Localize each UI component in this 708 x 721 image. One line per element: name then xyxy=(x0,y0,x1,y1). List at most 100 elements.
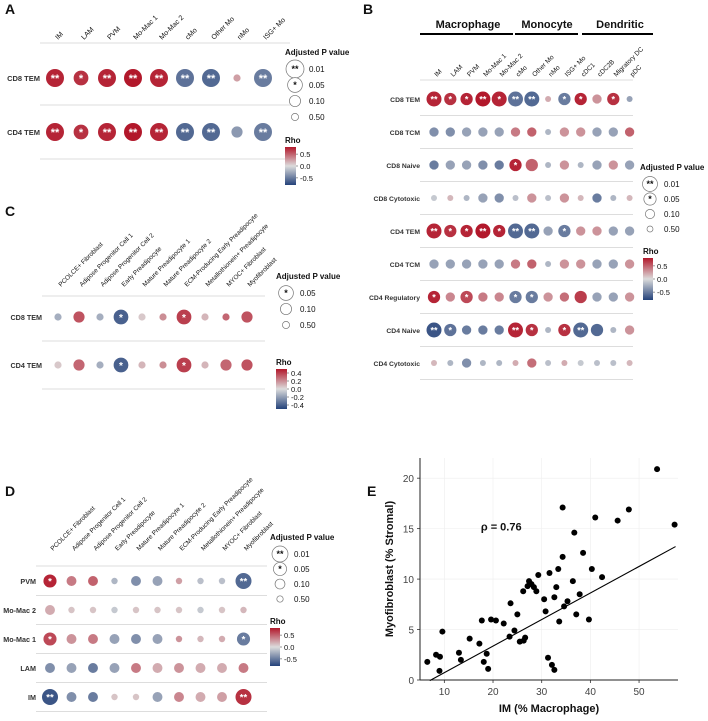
dot-5-1 xyxy=(426,223,442,239)
scatter-xtick-label: 40 xyxy=(585,687,597,698)
significance-star: ** xyxy=(528,94,536,104)
padj-legend-label: 0.50 xyxy=(309,113,325,122)
dot-1-2 xyxy=(66,576,77,586)
row-label: CD4 TEM xyxy=(10,361,42,370)
significance-star: * xyxy=(48,635,52,646)
dot-7-10 xyxy=(574,290,587,304)
padj-legend-star: ** xyxy=(276,549,284,559)
padj-legend-label: 0.01 xyxy=(309,65,325,74)
padj-legend-star: * xyxy=(284,288,288,298)
dot-4-9 xyxy=(559,193,570,203)
padj-legend-dot-010 xyxy=(274,578,286,590)
rho-colorbar-tick-label: 0.0 xyxy=(284,643,294,652)
rho-colorbar-tick-label: -0.4 xyxy=(291,401,304,410)
dot-4-4 xyxy=(109,663,120,673)
dot-8-11 xyxy=(590,323,604,337)
dot-6-10 xyxy=(576,259,586,269)
significance-star: * xyxy=(497,94,501,104)
dot-7-9 xyxy=(559,292,570,302)
padj-legend-dot-001 xyxy=(271,545,289,563)
significance-star: * xyxy=(530,292,534,302)
scatter-point-18 xyxy=(506,633,513,640)
dot-2-5 xyxy=(132,606,140,614)
scatter-point-36 xyxy=(551,594,558,601)
dot-1-9 xyxy=(222,313,230,321)
dot-8-2 xyxy=(444,323,457,337)
dot-1-12 xyxy=(607,92,620,106)
dot-9-3 xyxy=(461,358,472,368)
scatter-point-35 xyxy=(551,666,558,673)
padj-legend-dot-050 xyxy=(291,113,299,121)
row-label: CD4 TEM xyxy=(7,128,40,137)
significance-star: ** xyxy=(103,127,112,139)
scatter-xtick-label: 30 xyxy=(536,687,548,698)
row-label: CD8 TEM xyxy=(390,97,420,104)
significance-star: * xyxy=(119,361,123,372)
padj-legend-dot-050 xyxy=(276,595,284,603)
scatter-point-43 xyxy=(564,598,571,605)
dot-3-4 xyxy=(478,160,488,170)
dot-2-3 xyxy=(89,606,97,614)
dot-1-4 xyxy=(475,91,491,107)
scatter-point-17 xyxy=(507,600,514,607)
scatter-point-13 xyxy=(488,616,495,623)
dot-7-3 xyxy=(460,290,473,304)
panel-letter-d: D xyxy=(5,483,15,499)
row-label: CD4 Regulatory xyxy=(369,295,420,302)
dot-4-7 xyxy=(174,663,184,673)
scatter-point-22 xyxy=(520,588,527,595)
dot-4-5 xyxy=(494,193,504,203)
dot-2-8 xyxy=(545,129,552,135)
dot-5-9 xyxy=(217,692,227,702)
dot-8-8 xyxy=(545,327,552,333)
scatter-point-46 xyxy=(573,611,580,618)
scatter-point-38 xyxy=(555,566,562,572)
padj-legend-star: * xyxy=(293,80,297,90)
dot-3-8 xyxy=(197,635,204,643)
dot-1-10 xyxy=(574,92,587,106)
dot-1-13 xyxy=(626,96,633,102)
significance-star: ** xyxy=(51,127,60,139)
dot-2-3 xyxy=(96,361,104,369)
significance-star: * xyxy=(465,94,469,104)
dot-1-9 xyxy=(254,69,272,87)
dot-2-8 xyxy=(231,126,243,138)
group-header-macrophage: Macrophage xyxy=(436,19,501,31)
scatter-point-16 xyxy=(500,620,507,627)
scatter-point-50 xyxy=(588,566,595,572)
dot-3-1 xyxy=(429,160,439,170)
scatter-point-1 xyxy=(424,658,431,665)
scatter-point-56 xyxy=(671,521,678,528)
dot-9-6 xyxy=(512,360,519,366)
dot-3-3 xyxy=(88,634,98,644)
dot-1-7 xyxy=(175,577,183,585)
significance-star: * xyxy=(514,160,518,170)
padj-legend-star: * xyxy=(278,564,282,574)
panel-backgrounds xyxy=(36,42,678,712)
dot-3-2 xyxy=(445,160,455,170)
dot-2-2 xyxy=(68,606,75,614)
scatter-point-45 xyxy=(571,529,578,536)
dot-8-6 xyxy=(508,322,523,338)
dot-5-1 xyxy=(42,689,58,705)
dot-5-7 xyxy=(524,223,540,239)
significance-star: ** xyxy=(259,73,268,85)
significance-star: ** xyxy=(181,73,190,85)
scatter-point-6 xyxy=(455,649,462,656)
dot-3-9 xyxy=(559,160,570,170)
dot-2-3 xyxy=(98,123,116,141)
dot-1-1 xyxy=(54,313,62,321)
significance-star: * xyxy=(182,313,186,324)
column-label: ISG+ Mo xyxy=(262,17,287,42)
dot-1-5 xyxy=(491,91,507,107)
row-label: PVM xyxy=(20,577,36,586)
dot-5-4 xyxy=(111,693,118,701)
dot-3-7 xyxy=(525,158,538,172)
dot-7-11 xyxy=(592,292,602,302)
dot-7-12 xyxy=(608,292,618,302)
significance-star: ** xyxy=(430,94,438,104)
dot-5-3 xyxy=(88,692,98,702)
rho-colorbar-tick-label: 0.5 xyxy=(300,150,310,159)
dot-1-5 xyxy=(131,576,141,586)
